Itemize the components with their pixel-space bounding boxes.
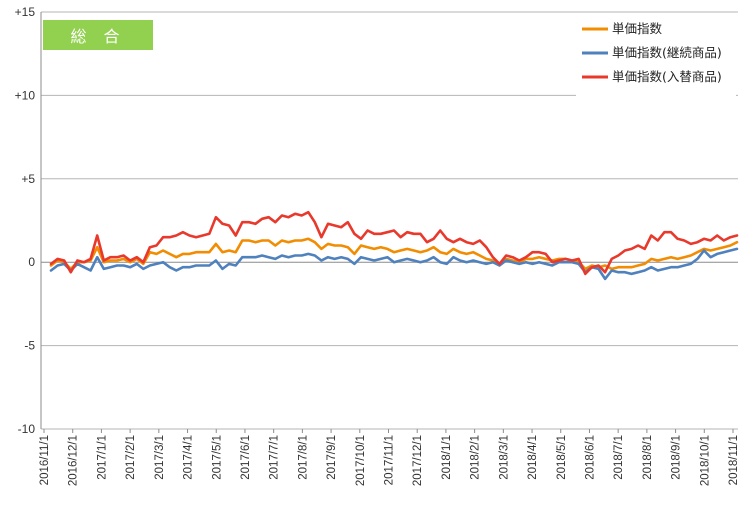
series-lines [49,210,739,281]
y-axis-tick-labels: +15 +10 +5 0 -5 -10 [15,5,36,436]
x-tick-label: 2017/8/1 [297,435,309,480]
y-tick-label: +10 [15,88,36,102]
x-tick-label: 2017/9/1 [326,435,338,480]
x-tick-label: 2017/3/1 [154,435,166,480]
x-tick-label: 2018/2/1 [470,435,482,480]
x-axis-tick-labels: 2016/11/1 2016/12/1 2017/1/1 2017/2/1 2017/3… [39,435,740,486]
legend-label-2: 単価指数(入替商品) [612,69,722,84]
x-tick-label: 2018/6/1 [584,435,596,480]
x-tick-label: 2018/5/1 [556,435,568,480]
x-tick-label: 2016/11/1 [39,435,51,485]
x-tick-label: 2018/7/1 [613,435,625,480]
y-tick-label: 0 [28,255,35,269]
category-badge-label: 総 合 [70,27,126,46]
series-line-0 [49,237,739,271]
series-line-1 [49,247,739,281]
gridlines [40,11,738,433]
x-tick-label: 2017/5/1 [211,435,223,480]
x-tick-label: 2016/12/1 [68,435,80,486]
x-tick-label: 2018/4/1 [527,435,539,480]
y-tick-label: +5 [21,172,35,186]
legend-label-0: 単価指数 [612,21,663,36]
x-tick-label: 2017/2/1 [125,435,137,480]
x-tick-label: 2017/6/1 [240,435,252,480]
x-tick-label: 2017/12/1 [412,435,424,486]
y-tick-label: -10 [18,422,36,436]
x-tick-label: 2018/1/1 [441,435,453,480]
y-tick-label: +15 [15,5,36,19]
x-tick-label: 2017/7/1 [269,435,281,480]
x-tick-label: 2017/1/1 [96,435,108,480]
x-tick-label: 2018/11/1 [728,435,740,485]
legend-label-1: 単価指数(継続商品) [612,45,722,60]
y-tick-label: -5 [24,339,35,353]
category-badge: 総 合 [43,20,153,50]
x-tick-label: 2017/10/1 [355,435,367,486]
x-tick-label: 2018/9/1 [671,435,683,480]
x-tick-label: 2017/11/1 [384,435,396,485]
x-tick-label: 2018/3/1 [498,435,510,480]
x-tick-label: 2018/8/1 [642,435,654,480]
series-line-2 [49,210,739,276]
x-tick-label: 2017/4/1 [183,435,195,480]
x-tick-label: 2018/10/1 [699,435,711,486]
